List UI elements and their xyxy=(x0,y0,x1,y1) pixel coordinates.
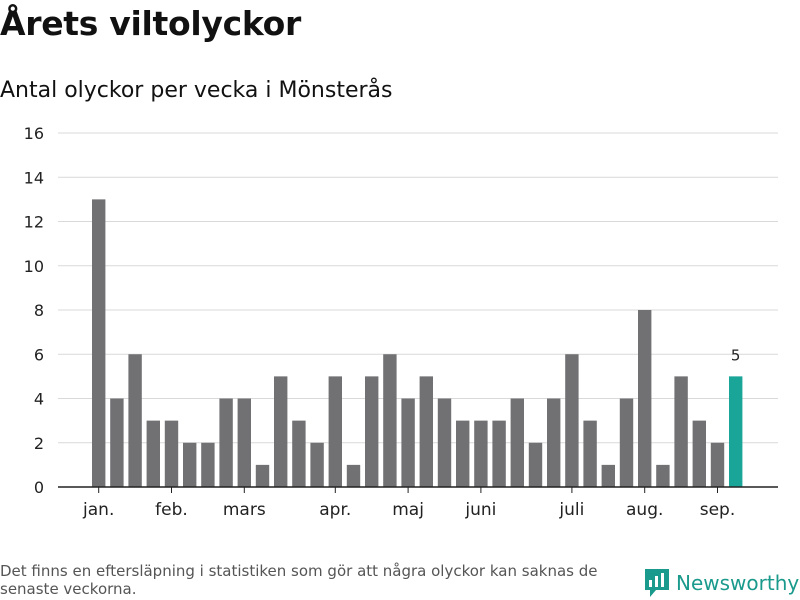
y-tick-label: 16 xyxy=(24,124,44,143)
bar xyxy=(92,199,106,487)
y-tick-label: 4 xyxy=(34,390,44,409)
bar xyxy=(346,464,361,487)
data-labels: 5 xyxy=(731,346,741,364)
bar xyxy=(146,420,160,487)
y-tick-label: 12 xyxy=(24,213,44,232)
x-tick-label: feb. xyxy=(155,500,188,520)
bar xyxy=(456,420,470,487)
x-tick-label: maj xyxy=(392,500,424,520)
bar xyxy=(128,354,142,487)
y-tick-label: 6 xyxy=(34,345,44,364)
chart-title: Årets viltolyckor xyxy=(0,4,301,43)
bar xyxy=(274,376,288,487)
y-tick-label: 14 xyxy=(24,168,44,187)
bar-highlight xyxy=(729,376,743,487)
x-tick-label: sep. xyxy=(700,500,736,520)
bar xyxy=(656,464,670,487)
bar xyxy=(474,420,488,487)
x-tick-label: apr. xyxy=(319,500,351,520)
bar xyxy=(692,420,706,487)
bar xyxy=(292,420,306,487)
y-tick-label: 8 xyxy=(34,301,44,320)
data-label: 5 xyxy=(731,346,741,364)
bar xyxy=(565,354,579,487)
bar xyxy=(255,464,270,487)
bar xyxy=(419,376,433,487)
bar xyxy=(492,420,506,487)
y-tick-label: 10 xyxy=(24,257,44,276)
bar xyxy=(510,398,524,487)
bar xyxy=(328,376,342,487)
bar xyxy=(401,398,415,487)
bar xyxy=(528,442,543,487)
bar xyxy=(437,398,452,487)
footnote: Det finns en eftersläpning i statistiken… xyxy=(0,562,598,598)
bar xyxy=(383,354,397,487)
x-tick-label: juni xyxy=(464,500,496,520)
y-tick-label: 2 xyxy=(34,434,44,453)
x-tick-label: mars xyxy=(223,500,266,520)
bar xyxy=(674,376,688,487)
chart-subtitle: Antal olyckor per vecka i Mönsterås xyxy=(0,78,393,103)
y-tick-label: 0 xyxy=(34,478,44,497)
bar xyxy=(219,398,233,487)
bar xyxy=(710,442,725,487)
x-axis-ticks: jan. feb. mars apr. maj juni juli aug. sep. xyxy=(82,487,735,520)
bar xyxy=(583,420,597,487)
bar xyxy=(601,464,615,487)
bar xyxy=(110,398,124,487)
bar xyxy=(310,442,324,487)
x-tick-label: juli xyxy=(558,500,584,520)
gridlines xyxy=(58,132,778,444)
y-axis-ticks: 0 2 4 6 8 10 12 14 16 xyxy=(24,124,44,497)
bar xyxy=(164,420,179,487)
bar xyxy=(619,398,634,487)
bars xyxy=(92,199,743,487)
brand-name: Newsworthy xyxy=(676,571,800,595)
x-tick-label: aug. xyxy=(626,500,663,520)
bar xyxy=(183,442,197,487)
bar xyxy=(365,376,379,487)
brand[interactable]: Newsworthy xyxy=(644,568,799,598)
bar xyxy=(201,442,215,487)
bar xyxy=(237,398,251,487)
x-tick-label: jan. xyxy=(82,500,114,520)
bar xyxy=(638,310,652,487)
newsworthy-logo-icon xyxy=(645,569,669,597)
bar xyxy=(547,398,561,487)
